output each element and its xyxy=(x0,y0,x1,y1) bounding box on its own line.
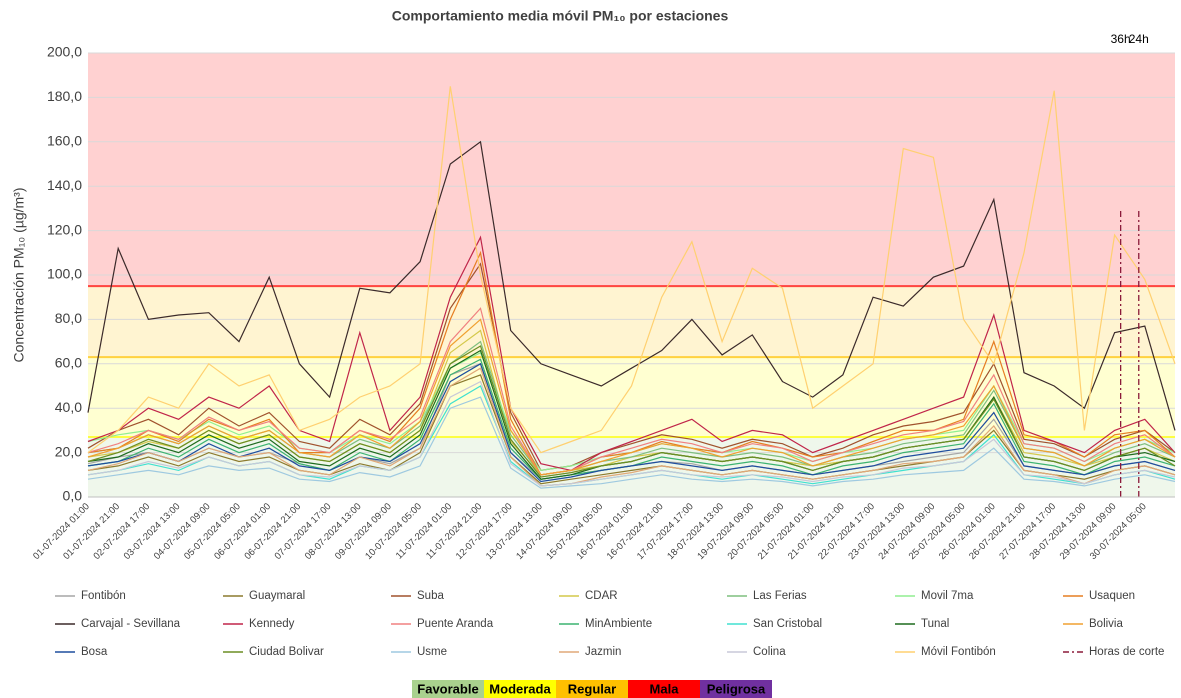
legend-label: Horas de corte xyxy=(1089,646,1164,658)
legend-label: CDAR xyxy=(585,590,618,602)
series-line xyxy=(87,367,1176,487)
band-legend-box xyxy=(412,680,484,698)
y-tick-label: 160,0 xyxy=(47,133,82,149)
series-line xyxy=(87,345,1176,478)
legend-label: Carvajal - Sevillana xyxy=(81,618,181,630)
series-line xyxy=(87,380,1176,487)
band-legend-label: Peligrosa xyxy=(707,681,766,696)
band-legend-box xyxy=(700,680,772,698)
legend-label: Fontibón xyxy=(81,590,126,602)
legend-label: Jazmin xyxy=(585,646,621,658)
y-tick-label: 200,0 xyxy=(47,44,82,60)
band xyxy=(88,53,1175,287)
band-legend-label: Regular xyxy=(568,681,616,696)
band-legend-label: Mala xyxy=(650,681,680,696)
band-legend-label: Moderada xyxy=(489,681,551,696)
cut-label: 36h xyxy=(1111,32,1131,46)
legend-label: Suba xyxy=(417,590,444,602)
y-axis-label: Concentración PM₁₀ (µg/m³) xyxy=(11,188,27,363)
band-legend-box xyxy=(556,680,628,698)
y-tick-label: 100,0 xyxy=(47,266,82,282)
legend-label: San Cristobal xyxy=(753,618,822,630)
chart-title: Comportamiento media móvil PM₁₀ por esta… xyxy=(392,8,729,24)
legend-label: Móvil Fontibón xyxy=(921,646,996,658)
band xyxy=(88,286,1175,358)
band xyxy=(88,437,1175,497)
cut-label: 24h xyxy=(1129,32,1149,46)
y-tick-label: 80,0 xyxy=(55,310,82,326)
series-line xyxy=(87,374,1176,485)
series-line xyxy=(87,318,1176,476)
y-tick-label: 60,0 xyxy=(55,355,82,371)
y-tick-label: 40,0 xyxy=(55,399,82,415)
x-tick-label: 30-07-2024 05:00 xyxy=(1088,501,1149,562)
legend-label: MinAmbiente xyxy=(585,618,652,630)
y-tick-label: 20,0 xyxy=(55,443,82,459)
legend-label: Usaquen xyxy=(1089,590,1135,602)
series-line xyxy=(87,235,1176,472)
series-line xyxy=(87,86,1176,454)
legend-label: Tunal xyxy=(921,618,949,630)
legend-label: Colina xyxy=(753,646,786,658)
band-legend-label: Favorable xyxy=(417,681,478,696)
y-tick-label: 120,0 xyxy=(47,221,82,237)
legend-label: Usme xyxy=(417,646,447,658)
legend-label: Bosa xyxy=(81,646,108,658)
legend-label: Puente Aranda xyxy=(417,618,494,630)
legend: Fontibón Guaymaral Suba CDAR Las Ferias Movil… xyxy=(55,590,1164,698)
series-line xyxy=(87,396,1176,489)
legend-label: Las Ferias xyxy=(753,590,807,602)
series-line xyxy=(87,362,1176,483)
legend-label: Bolivia xyxy=(1089,618,1123,630)
band-legend-box xyxy=(628,680,700,698)
legend-label: Ciudad Bolivar xyxy=(249,646,324,658)
lines xyxy=(87,86,1176,497)
y-tick-label: 0,0 xyxy=(63,488,83,504)
legend-label: Kennedy xyxy=(249,618,295,630)
y-tick-label: 140,0 xyxy=(47,177,82,193)
band-legend-box xyxy=(484,680,556,698)
y-tick-label: 180,0 xyxy=(47,88,82,104)
legend-label: Guaymaral xyxy=(249,590,305,602)
legend-label: Movil 7ma xyxy=(921,590,974,602)
series-line xyxy=(87,140,1176,431)
series-line xyxy=(87,307,1176,476)
